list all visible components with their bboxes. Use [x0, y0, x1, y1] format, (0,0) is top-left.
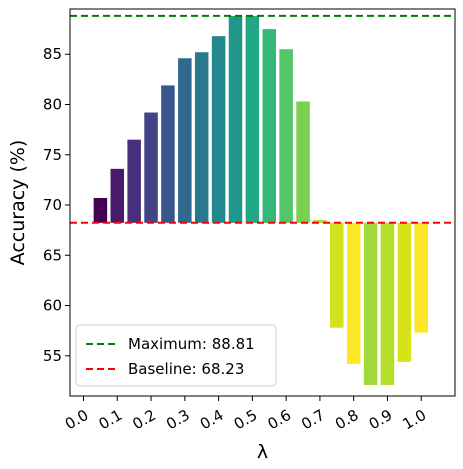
legend-box — [75, 324, 277, 387]
bar-19 — [414, 222, 428, 333]
bar-3 — [144, 112, 158, 223]
bar-2 — [127, 139, 141, 223]
bar-6 — [194, 52, 209, 223]
y-tick-label-65: 65 — [43, 246, 62, 264]
bar-9 — [245, 16, 260, 223]
y-tick-label-70: 70 — [43, 196, 62, 214]
bar-17 — [380, 222, 395, 385]
y-tick-label-60: 60 — [43, 297, 62, 315]
bar-8 — [228, 16, 243, 223]
bar-1 — [110, 168, 125, 223]
legend-label-0: Maximum: 88.81 — [128, 335, 255, 353]
bar-4 — [161, 85, 175, 223]
bar-11 — [279, 49, 293, 223]
bar-10 — [262, 29, 277, 223]
y-tick-label-85: 85 — [43, 45, 62, 63]
bar-0 — [93, 197, 108, 223]
legend-label-1: Baseline: 68.23 — [128, 360, 244, 378]
y-axis: 55 60 65 70 75 80 85 — [43, 45, 70, 365]
y-tick-label-75: 75 — [43, 146, 62, 164]
bars-group — [93, 16, 428, 385]
y-tick-label-80: 80 — [43, 95, 62, 113]
legend: Maximum: 88.81 Baseline: 68.23 — [75, 324, 277, 387]
plot-frame — [69, 8, 456, 397]
bar-18 — [397, 222, 412, 362]
bar-13 — [313, 220, 327, 223]
bar-14 — [330, 222, 344, 328]
y-axis-label: Accuracy (%) — [7, 140, 29, 266]
y-tick-label-55: 55 — [43, 347, 62, 365]
bar-7 — [211, 36, 226, 223]
reference-lines-group — [70, 14, 455, 224]
bar-5 — [178, 58, 192, 223]
bar-16 — [363, 222, 378, 385]
x-axis-label: λ — [257, 441, 268, 463]
bar-15 — [346, 222, 361, 364]
bar-12 — [296, 101, 310, 223]
